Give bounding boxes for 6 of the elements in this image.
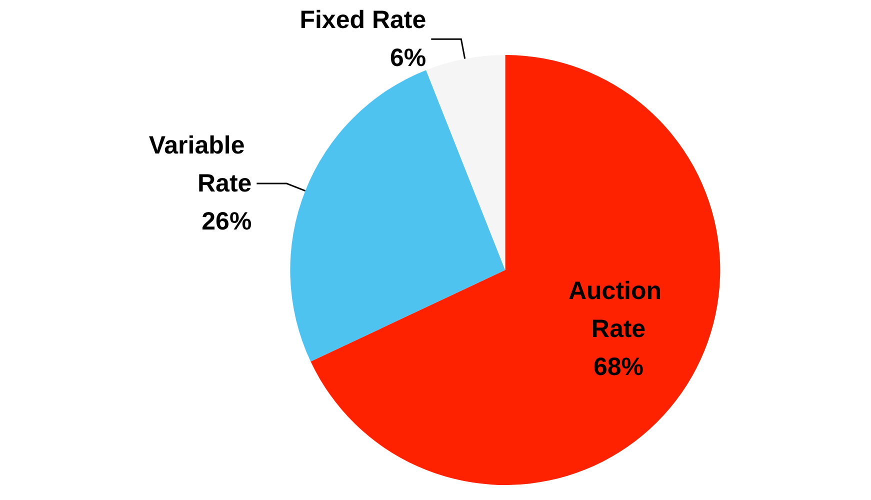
data-label: 68% bbox=[593, 353, 644, 382]
data-label: 6% bbox=[390, 44, 426, 72]
slice-label: Variable Rate bbox=[148, 131, 252, 198]
slice-label: Auction Rate bbox=[568, 277, 668, 344]
data-label: 26% bbox=[202, 207, 252, 236]
slice-label: Fixed Rate bbox=[300, 6, 426, 34]
